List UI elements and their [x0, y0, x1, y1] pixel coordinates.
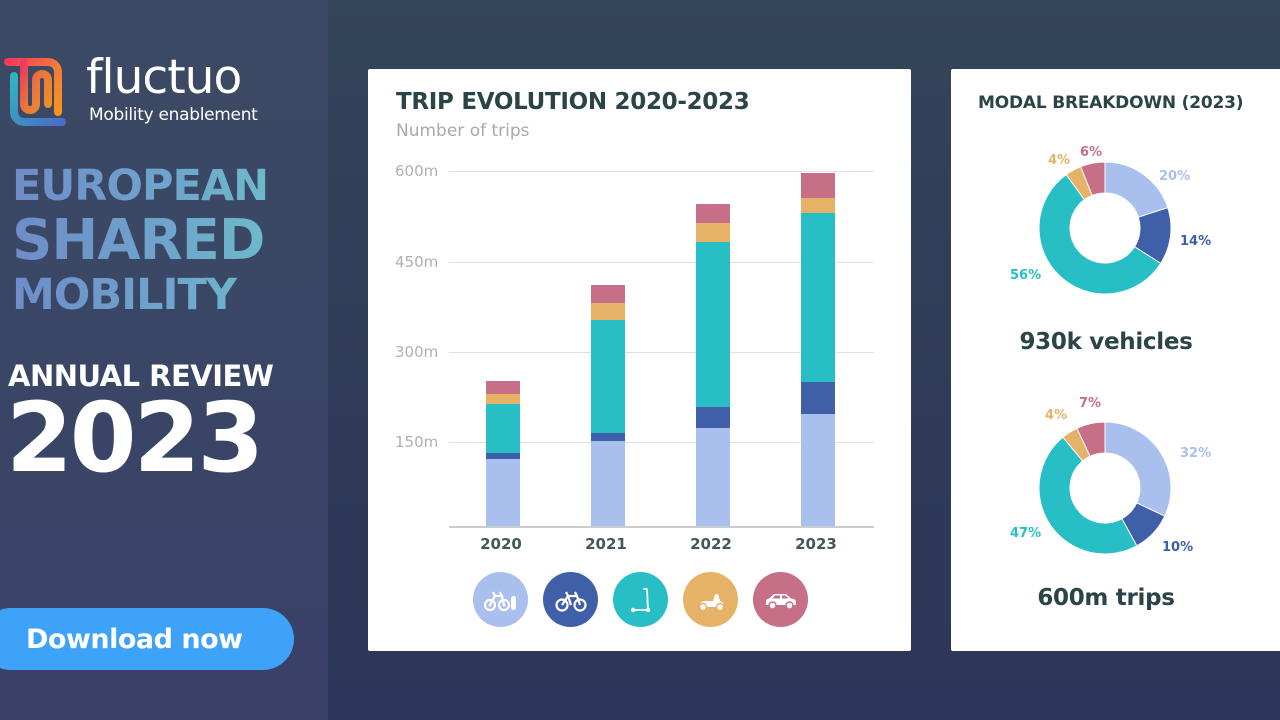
x-tick-2020: 2020	[480, 535, 522, 553]
bar-segment	[696, 242, 730, 408]
bar-segment	[486, 404, 520, 454]
bar-segment	[486, 380, 520, 394]
vehicles-caption: 930k vehicles	[1019, 329, 1193, 355]
annual-review-year: 2023	[6, 382, 264, 494]
modal-breakdown-card: MODAL BREAKDOWN (2023) 20% 14% 56% 4% 6%…	[951, 69, 1280, 651]
x-tick-2021: 2021	[585, 535, 627, 553]
bar-segment	[696, 428, 730, 527]
bar-segment	[591, 319, 625, 434]
bar-segment	[801, 172, 835, 199]
bike-icon	[543, 572, 598, 627]
donut-slice	[1038, 436, 1138, 555]
annual-review-label: ANNUAL REVIEW	[8, 359, 274, 393]
headline: EUROPEAN SHARED MOBILITY	[12, 160, 312, 322]
bar-segment	[591, 285, 625, 304]
trips-caption: 600m trips	[1037, 585, 1175, 611]
modal-breakdown-title: MODAL BREAKDOWN (2023)	[978, 93, 1244, 113]
headline-line-2: SHARED	[12, 208, 265, 273]
headline-line-3: MOBILITY	[12, 270, 236, 320]
x-tick-2023: 2023	[795, 535, 837, 553]
fluctuo-logo-icon	[4, 58, 66, 126]
vehicles-docked-bike-pct: 20%	[1159, 169, 1191, 184]
download-now-button[interactable]: Download now	[0, 608, 294, 670]
vehicles-car-pct: 6%	[1080, 145, 1103, 160]
vehicles-e-scooter-pct: 56%	[1010, 268, 1042, 283]
bar-segment	[591, 433, 625, 442]
x-tick-2022: 2022	[690, 535, 732, 553]
vehicles-moped-pct: 4%	[1048, 153, 1071, 168]
bar-segment	[696, 222, 730, 243]
bar-segment	[801, 198, 835, 214]
bar-segment	[591, 441, 625, 527]
bar-segment	[696, 407, 730, 429]
gridline	[449, 352, 874, 353]
brand-tagline: Mobility enablement	[89, 105, 258, 125]
bar-segment	[801, 414, 835, 527]
vehicles-bike-pct: 14%	[1180, 234, 1212, 249]
y-tick-300: 300m	[395, 343, 439, 361]
bar-segment	[801, 213, 835, 383]
y-tick-600: 600m	[395, 162, 439, 180]
trip-evolution-title: TRIP EVOLUTION 2020-2023	[396, 89, 750, 115]
x-axis	[449, 526, 874, 528]
trips-moped-pct: 4%	[1045, 408, 1068, 423]
donut-slice	[1104, 421, 1172, 517]
headline-line-1: EUROPEAN	[12, 161, 269, 211]
donut-slice	[1076, 421, 1106, 457]
bar-segment	[801, 382, 835, 415]
docked-bike-icon	[473, 572, 528, 627]
gridline	[449, 442, 874, 443]
bar-2021	[591, 285, 625, 527]
bar-segment	[486, 393, 520, 405]
trips-donut-chart	[1038, 421, 1172, 555]
y-tick-450: 450m	[395, 253, 439, 271]
bar-segment	[591, 303, 625, 320]
y-tick-150: 150m	[395, 433, 439, 451]
hero-panel: fluctuo Mobility enablement EUROPEAN SHA…	[0, 0, 328, 720]
bar-segment	[486, 453, 520, 460]
trip-evolution-card: TRIP EVOLUTION 2020-2023 Number of trips…	[368, 69, 911, 651]
trip-evolution-subtitle: Number of trips	[396, 121, 530, 141]
car-icon	[753, 572, 808, 627]
vehicles-donut-chart	[1038, 161, 1172, 295]
trips-e-scooter-pct: 47%	[1010, 526, 1042, 541]
donut-slice	[1038, 173, 1162, 295]
brand-name: fluctuo	[86, 50, 242, 105]
bar-2020	[486, 380, 520, 527]
trips-docked-bike-pct: 32%	[1180, 446, 1212, 461]
trips-bike-pct: 10%	[1162, 540, 1194, 555]
e-scooter-icon	[613, 572, 668, 627]
gridline	[449, 171, 874, 172]
bar-segment	[696, 203, 730, 223]
bar-2023	[801, 172, 835, 527]
bar-segment	[486, 459, 520, 527]
donut-slice	[1080, 161, 1106, 197]
bar-2022	[696, 203, 730, 527]
trips-car-pct: 7%	[1079, 396, 1102, 411]
gridline	[449, 262, 874, 263]
moped-icon	[683, 572, 738, 627]
